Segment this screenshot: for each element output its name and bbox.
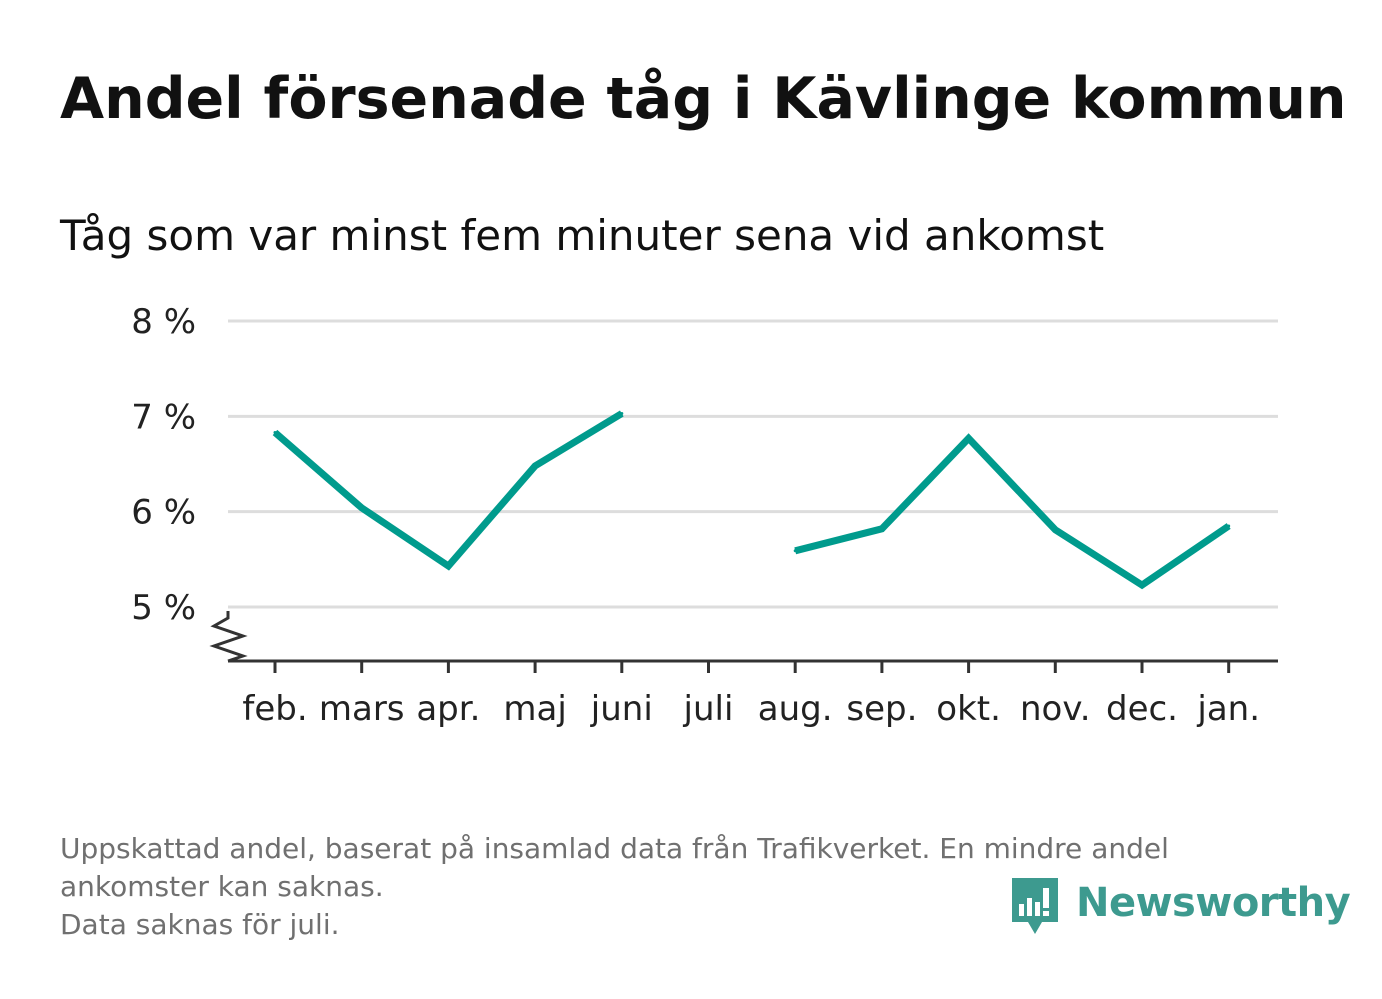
y-axis-tick-labels: 5 % 6 % 7 % 8 %	[131, 302, 196, 628]
y-tick-label: 6 %	[131, 493, 196, 533]
footnote-line: Uppskattad andel, baserat på insamlad da…	[60, 832, 1169, 865]
series-line	[272, 410, 624, 571]
data-point	[533, 464, 537, 468]
data-point	[793, 549, 797, 553]
x-tick-label: aug.	[758, 689, 833, 729]
x-tick-label: okt.	[936, 689, 1001, 729]
chart-subtitle: Tåg som var minst fem minuter sena vid a…	[60, 211, 1105, 260]
x-tick-label: nov.	[1020, 689, 1091, 729]
x-axis	[209, 611, 1278, 673]
x-tick-label: dec.	[1106, 689, 1178, 729]
newsworthy-logo[interactable]: Newsworthy	[1010, 876, 1351, 946]
x-tick-label: juli	[683, 689, 734, 729]
data-point	[1053, 528, 1057, 532]
series-line	[794, 433, 1231, 590]
x-axis-tick-labels: feb. mars apr. maj juni juli aug. sep. okt. nov. d…	[242, 689, 1260, 729]
brand-name: Newsworthy	[1076, 880, 1351, 926]
data-point	[360, 506, 364, 510]
data-point	[273, 431, 277, 434]
data-point	[446, 564, 450, 568]
x-tick-label: sep.	[846, 689, 917, 729]
chart-title: Andel försenade tåg i Kävlinge kommun	[60, 66, 1347, 132]
x-tick-label: jan.	[1196, 689, 1260, 729]
footnote-line: Data saknas för juli.	[60, 908, 340, 941]
data-point	[1140, 583, 1144, 587]
data-point	[620, 412, 624, 415]
y-tick-label: 7 %	[131, 397, 196, 437]
data-point	[1227, 524, 1231, 528]
x-tick-label: maj	[503, 689, 566, 729]
gridlines	[228, 319, 1278, 609]
newsworthy-bar-chart-logo-icon	[1012, 878, 1058, 934]
y-tick-label: 8 %	[131, 302, 196, 342]
x-tick-label: mars	[319, 689, 405, 729]
x-tick-label: juni	[590, 689, 653, 729]
data-point	[967, 436, 971, 440]
y-axis-break	[209, 611, 248, 663]
footnote: Uppskattad andel, baserat på insamlad da…	[60, 830, 1320, 944]
x-tick-label: feb.	[242, 689, 307, 729]
footnote-line: ankomster kan saknas.	[60, 870, 384, 903]
y-tick-label: 5 %	[131, 588, 196, 628]
line-chart: 5 % 6 % 7 % 8 % feb. mars apr. maj juni juli aug.…	[131, 302, 1278, 729]
data-point	[880, 527, 884, 531]
x-tick-label: apr.	[416, 689, 480, 729]
data-series	[272, 410, 1231, 590]
